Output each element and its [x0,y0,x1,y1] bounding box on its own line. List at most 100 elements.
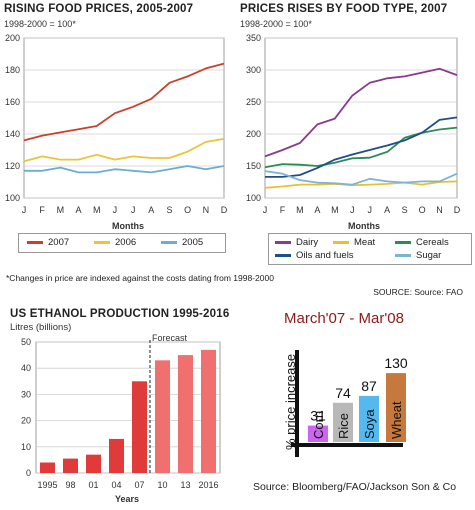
x-tick-label: 10 [157,480,167,490]
chart2-subtitle: 1998-2000 = 100* [240,19,312,29]
x-tick-label: N [436,205,443,215]
legend-label: Oils and fuels [296,250,354,261]
legend-label: 2007 [48,237,70,248]
y-tick-label: 10 [21,442,31,452]
x-tick-label: O [184,205,191,215]
bar-13 [178,355,193,473]
chart3-title: US ETHANOL PRODUCTION 1995-2016 [10,308,230,320]
y-tick-label: 30 [21,389,31,399]
x-tick-label: 01 [88,480,98,490]
bar-04 [109,438,124,473]
series-line-2007 [23,62,225,142]
bar-wheat [386,373,406,442]
y-tick-label: 100 [5,193,20,203]
y-tick-label: 20 [21,416,31,426]
value-label: 87 [361,378,377,394]
plot-frame [23,37,225,199]
legend-swatch [333,241,349,244]
x-tick-label: A [384,205,390,215]
y-tick-label: 40 [21,363,31,373]
x-tick-label: D [454,205,461,215]
chart4-source: Source: Bloomberg/FAO/Jackson Son & Co [253,481,457,493]
x-tick-label: J [263,205,268,215]
x-tick-label: F [39,205,45,215]
x-tick-label: 07 [134,480,144,490]
legend-label: Cereals [416,237,449,248]
bar-2016 [201,349,216,473]
y-tick-label: 180 [5,65,20,75]
x-tick-label: J [22,205,27,215]
x-tick-label: M [331,205,339,215]
legend-swatch [395,241,411,244]
x-tick-label: S [402,205,408,215]
x-tick-label: M [57,205,65,215]
series-line-dairy [264,67,458,158]
source-fao: SOURCE: Source: FAO [373,287,463,297]
legend-label: Dairy [296,237,319,248]
category-label: Soya [362,409,377,439]
chart2-legend: Dairy Meat Cereals Oils and fuels Sugar [268,233,472,265]
legend-label: Sugar [416,250,442,261]
series-line-2006 [23,137,225,163]
chart1-svg: 100 120 140 160 180 200 J F M A M J J A S O N D Months [5,33,228,231]
series-line-cereals [264,126,458,169]
bar-1995 [40,462,55,473]
value-label: 31 [310,408,326,424]
value-label: 130 [384,355,408,371]
x-tick-label: J [113,205,118,215]
legend-item-2006: 2006 [94,237,136,248]
bar-98 [63,458,78,473]
footnote: *Changes in price are indexed against th… [6,273,274,283]
legend-item-2005: 2005 [161,237,203,248]
legend-item-cereals: Cereals [395,237,449,248]
chart2-title: PRICES RISES BY FOOD TYPE, 2007 [240,3,448,15]
x-tick-label: J [131,205,136,215]
x-tick-label: S [166,205,172,215]
category-label: Corn [311,411,326,439]
x-tick-label: A [314,205,320,215]
legend-swatch [161,241,177,244]
x-tick-label: J [367,205,372,215]
bar-10 [155,360,170,473]
series-line-oils-and-fuels [265,116,458,178]
x-tick-label: 13 [180,480,190,490]
legend-swatch [395,254,411,257]
x-tick-label: A [76,205,82,215]
chart1-legend: 2007 2006 2005 [18,233,226,253]
chart1-xlabel: Months [112,221,144,231]
x-tick-label: J [350,205,355,215]
series-line-sugar [264,170,458,186]
chart1-subtitle: 1998-2000 = 100* [4,19,76,29]
x-tick-label: 1995 [37,480,57,490]
y-tick-label: 200 [5,33,20,43]
x-tick-label: 98 [65,480,75,490]
category-label: Wheat [389,401,404,439]
y-tick-label: 120 [5,161,20,171]
x-tick-label: M [93,205,101,215]
plot-frame [264,37,458,199]
bar-07 [132,381,147,473]
legend-swatch [94,241,110,244]
legend-item-sugar: Sugar [395,250,441,261]
x-tick-label: F [280,205,286,215]
legend-swatch [275,254,291,257]
value-label: 74 [335,385,351,401]
bar-01 [86,454,101,473]
legend-item-2007: 2007 [27,237,69,248]
legend-label: 2005 [182,237,204,248]
forecast-label: Forecast [152,333,188,343]
y-tick-label: 0 [26,468,31,478]
x-tick-label: D [221,205,228,215]
legend-swatch [27,241,43,244]
y-tick-label: 50 [21,337,31,347]
legend-item-dairy: Dairy [275,237,318,248]
y-tick-label: 250 [246,97,261,107]
y-tick-label: 140 [5,129,20,139]
chart2-xlabel: Months [348,221,380,231]
bar-soya [359,395,379,442]
chart1-title: RISING FOOD PRICES, 2005-2007 [4,3,194,15]
y-tick-label: 100 [246,193,261,203]
